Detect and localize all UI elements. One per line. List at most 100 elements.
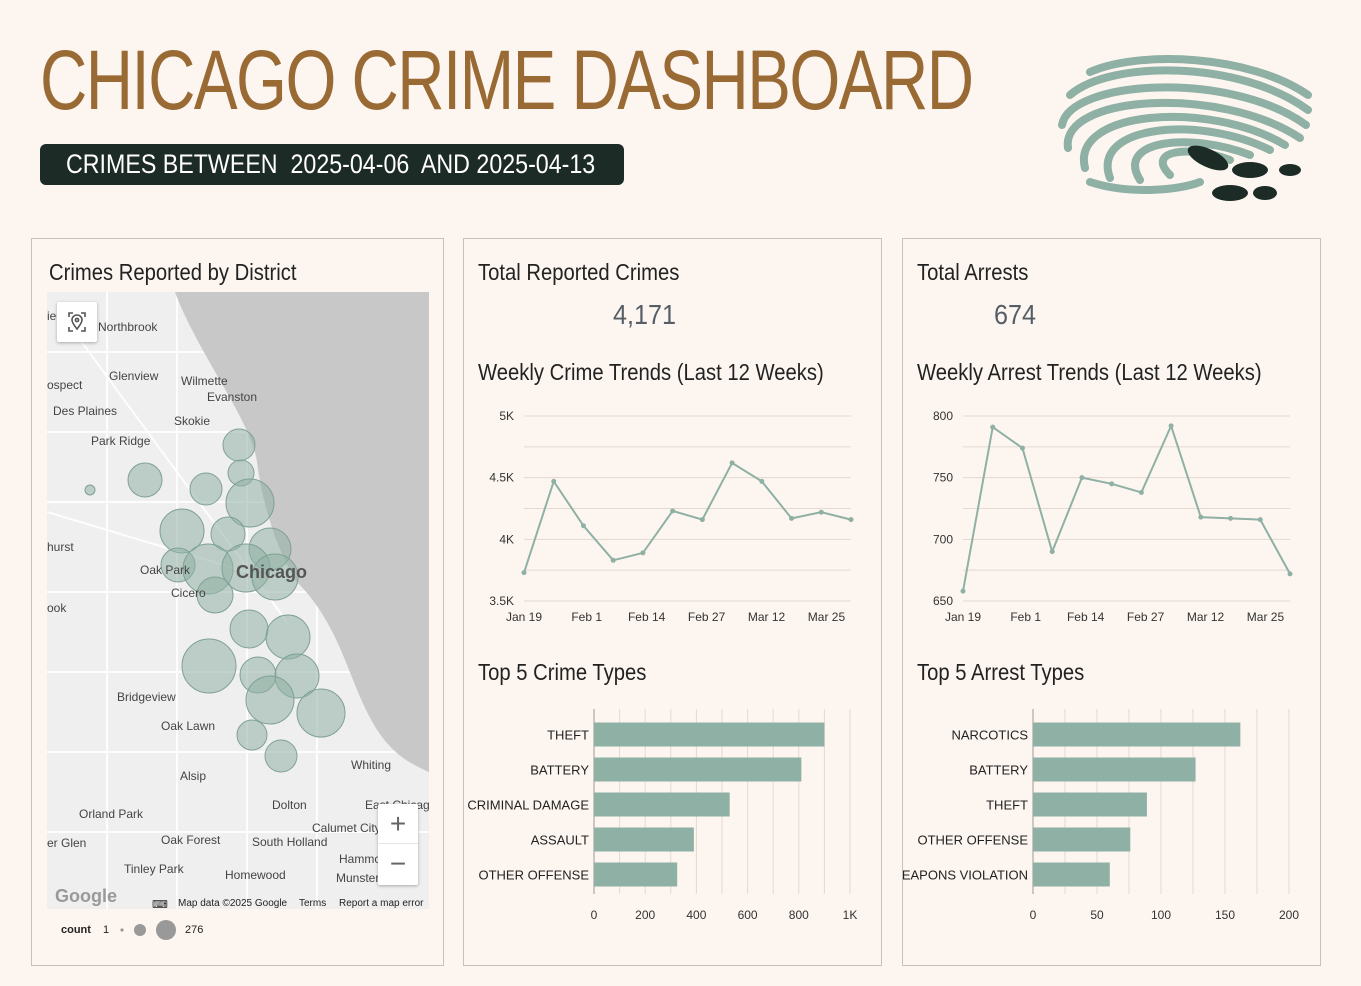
map-label: ook: [47, 601, 67, 615]
data-point: [1109, 481, 1115, 487]
map-label: Des Plaines: [53, 404, 118, 418]
map-label: Whiting: [351, 758, 392, 772]
map-label: Skokie: [174, 414, 211, 428]
map-label-city: Chicago: [236, 562, 308, 582]
y-tick-label: 4K: [499, 532, 514, 546]
map-label: South Holland: [252, 835, 328, 849]
data-point: [670, 508, 676, 514]
data-point: [1049, 549, 1055, 555]
category-label: THEFT: [547, 728, 589, 743]
map-label: Munster: [336, 871, 380, 885]
data-point: [551, 478, 557, 484]
bubble-legend: count 1 276: [61, 919, 261, 941]
map-label: Oak Lawn: [161, 719, 216, 733]
map-label: Oak Forest: [161, 833, 221, 847]
data-point: [521, 570, 527, 576]
y-tick-label: 650: [933, 594, 953, 608]
bar: [1033, 757, 1196, 782]
crime-trend-chart[interactable]: 3.5K 4K 4.5K 5K Jan 19 Feb 1 Feb 14 Feb 27 Mar 1…: [464, 399, 883, 629]
total-arrests-label: Total Arrests: [917, 259, 1029, 285]
map-label: Alsip: [180, 769, 207, 783]
legend-max: 276: [185, 924, 204, 936]
bar: [594, 792, 730, 817]
bar: [1033, 722, 1241, 747]
zoom-in-button[interactable]: +: [378, 804, 418, 844]
x-tick-label: 800: [789, 908, 809, 922]
y-tick-label: 5K: [499, 409, 514, 423]
data-point: [1287, 571, 1293, 577]
data-point: [848, 517, 854, 523]
arrest-trend-title: Weekly Arrest Trends (Last 12 Weeks): [917, 359, 1262, 385]
category-label: BATTERY: [969, 763, 1028, 778]
lake-michigan: [175, 292, 429, 772]
date-joiner: AND: [420, 149, 470, 179]
data-point: [729, 460, 735, 466]
total-arrests-value: 674: [994, 299, 1037, 330]
zoom-out-button[interactable]: −: [389, 848, 407, 879]
map-attribution: Map data ©2025 Google: [178, 898, 288, 909]
y-tick-label: 700: [933, 532, 953, 546]
x-tick-label: 0: [1030, 908, 1037, 922]
x-tick-label: Mar 12: [748, 610, 786, 624]
date-prefix: CRIMES BETWEEN: [66, 149, 278, 179]
data-point: [990, 424, 996, 430]
category-label: CRIMINAL DAMAGE: [467, 798, 589, 813]
map-label: Dolton: [272, 798, 307, 812]
data-point: [759, 478, 765, 484]
data-point: [1168, 423, 1174, 429]
map-label: Calumet City: [312, 821, 381, 835]
fingerprint-footprints-logo: [1058, 55, 1312, 201]
total-crimes-label: Total Reported Crimes: [478, 259, 680, 285]
locate-button[interactable]: [57, 302, 97, 342]
data-point: [1138, 489, 1144, 495]
x-tick-label: Feb 27: [1127, 610, 1165, 624]
data-point: [818, 509, 824, 515]
x-tick-label: 0: [591, 908, 598, 922]
x-tick-label: Mar 12: [1187, 610, 1225, 624]
map-label: Evanston: [207, 390, 258, 404]
data-point: [1228, 515, 1234, 521]
map-label: er Glen: [47, 836, 87, 850]
x-tick-label: Feb 14: [1067, 610, 1105, 624]
district-map[interactable]: Northbrook Glenview Wilmette Evanston De…: [47, 292, 429, 909]
map-panel: Crimes Reported by District: [31, 238, 444, 966]
x-tick-label: Feb 1: [1010, 610, 1041, 624]
map-label: Park Ridge: [91, 434, 151, 448]
start-date[interactable]: 2025-04-06: [290, 149, 410, 179]
y-tick-label: 750: [933, 471, 953, 485]
category-label: THEFT: [986, 798, 1028, 813]
bar: [594, 722, 825, 747]
category-label: BATTERY: [530, 763, 589, 778]
data-point: [610, 557, 616, 563]
map-label: Oak Park: [140, 563, 191, 577]
bar: [594, 862, 678, 887]
arrest-types-chart[interactable]: NARCOTICS BATTERY THEFT OTHER OFFENSE WEAPON…: [903, 709, 1322, 929]
map-base: [47, 292, 429, 909]
map-terms-link[interactable]: Terms: [299, 898, 327, 909]
map-label: ospect: [47, 378, 83, 392]
y-tick-label: 800: [933, 409, 953, 423]
data-point: [960, 588, 966, 594]
x-tick-label: 200: [1279, 908, 1299, 922]
crime-types-chart[interactable]: THEFT BATTERY CRIMINAL DAMAGE ASSAULT OTHER …: [464, 709, 883, 929]
bar: [594, 757, 802, 782]
x-tick-label: Mar 25: [1247, 610, 1285, 624]
data-point: [1198, 514, 1204, 520]
data-point: [699, 517, 705, 523]
keyboard-icon[interactable]: ⌨: [152, 899, 168, 909]
google-logo[interactable]: Google: [55, 886, 117, 906]
map-report-link[interactable]: Report a map error: [339, 898, 424, 909]
crime-top-title: Top 5 Crime Types: [478, 659, 647, 685]
map-label: Northbrook: [98, 320, 158, 334]
arrest-trend-chart[interactable]: 650 700 750 800 Jan 19 Feb 1 Feb 14 Feb 27 Mar 1…: [903, 399, 1322, 629]
category-label: WEAPONS VIOLATION: [903, 868, 1028, 883]
end-date[interactable]: 2025-04-13: [476, 149, 596, 179]
y-tick-label: 4.5K: [489, 471, 514, 485]
bar: [1033, 827, 1131, 852]
bar: [594, 827, 694, 852]
x-tick-label: 600: [738, 908, 758, 922]
series-line: [523, 461, 852, 573]
data-point: [1079, 475, 1085, 481]
x-tick-label: Feb 27: [688, 610, 726, 624]
category-label: NARCOTICS: [951, 728, 1028, 743]
